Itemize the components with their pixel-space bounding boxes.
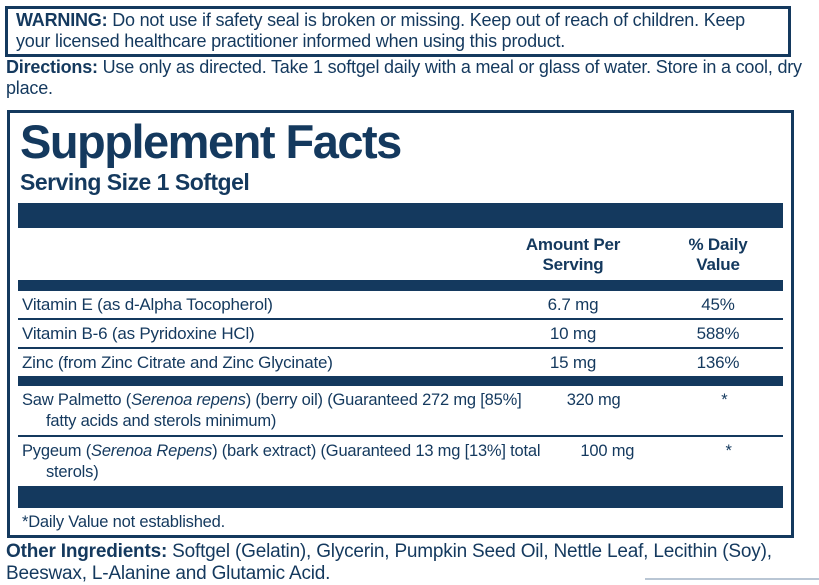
nutrient-daily-value: *	[721, 391, 728, 409]
separator-bar-middle	[18, 376, 783, 386]
nutrient-row-pygeum: Pygeum (Serenoa Repens) (bark extract) (…	[18, 437, 783, 486]
nutrient-amount: 320 mg	[566, 391, 621, 409]
species-name: Serenoa repens	[131, 391, 246, 409]
nutrient-row-vitamin-e: Vitamin E (as d-Alpha Tocopherol) 6.7 mg…	[18, 291, 783, 320]
nutrient-row-saw-palmetto: Saw Palmetto (Serenoa repens) (berry oil…	[18, 386, 783, 437]
separator-bar-bottom	[18, 486, 783, 508]
column-header-row: Amount Per Serving % Daily Value	[18, 228, 783, 280]
column-header-amount: Amount Per Serving	[525, 235, 621, 274]
nutrient-daily-value: *	[725, 442, 732, 460]
nutrient-daily-value: 588%	[696, 323, 740, 343]
separator-bar-top	[18, 203, 783, 228]
daily-value-footnote: *Daily Value not established.	[22, 513, 226, 531]
separator-bar-headers	[18, 280, 783, 291]
warning-label: WARNING:	[16, 10, 108, 30]
nutrient-name: Saw Palmetto (Serenoa repens) (berry oil…	[22, 391, 522, 430]
warning-paragraph: WARNING: Do not use if safety seal is br…	[16, 10, 780, 52]
column-header-spacer	[18, 235, 493, 275]
panel-title: Supplement Facts	[20, 115, 402, 168]
nutrient-row-zinc: Zinc (from Zinc Citrate and Zinc Glycina…	[18, 349, 783, 376]
nutrient-row-vitamin-b6: Vitamin B-6 (as Pyridoxine HCl) 10 mg 58…	[18, 320, 783, 349]
column-header-daily-value: % Daily Value	[688, 235, 748, 274]
nutrient-amount: 100 mg	[580, 442, 635, 460]
nutrient-daily-value: 136%	[696, 352, 740, 372]
supplement-facts-panel: Supplement Facts Serving Size 1 Softgel …	[7, 110, 794, 538]
other-ingredients-text: Softgel (Gelatin), Glycerin, Pumpkin See…	[6, 541, 772, 584]
nutrient-name: Vitamin E (as d-Alpha Tocopherol)	[22, 294, 273, 314]
nutrient-daily-value: 45%	[701, 294, 735, 314]
page-edge-line	[645, 578, 819, 580]
directions: Directions: Use only as directed. Take 1…	[6, 57, 802, 99]
nutrient-name: Vitamin B-6 (as Pyridoxine HCl)	[22, 323, 255, 343]
nutrient-name: Zinc (from Zinc Citrate and Zinc Glycina…	[22, 352, 333, 372]
nutrient-amount: 6.7 mg	[547, 294, 599, 314]
other-ingredients-label: Other Ingredients:	[6, 541, 168, 562]
nutrient-amount: 15 mg	[549, 352, 597, 372]
directions-text: Use only as directed. Take 1 softgel dai…	[6, 57, 802, 98]
serving-size: Serving Size 1 Softgel	[20, 169, 250, 195]
warning-box: WARNING: Do not use if safety seal is br…	[5, 6, 791, 57]
nutrient-name: Pygeum (Serenoa Repens) (bark extract) (…	[22, 442, 541, 481]
species-name: Serenoa Repens	[91, 442, 213, 460]
other-ingredients: Other Ingredients: Softgel (Gelatin), Gl…	[6, 541, 806, 585]
nutrient-amount: 10 mg	[549, 323, 597, 343]
warning-text: Do not use if safety seal is broken or m…	[16, 10, 745, 51]
directions-label: Directions:	[6, 57, 98, 77]
